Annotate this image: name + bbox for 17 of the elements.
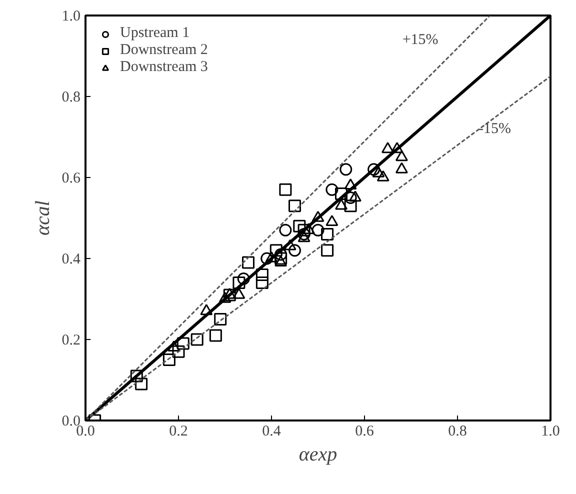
y-tick-label: 0.8	[62, 90, 80, 106]
annotation: +15%	[402, 32, 438, 48]
y-axis-title: αcal	[32, 200, 54, 236]
y-tick-label: 1.0	[62, 8, 80, 24]
y-tick-label: 0.6	[62, 170, 81, 186]
annotation: -15%	[478, 121, 511, 137]
x-axis-title: αexp	[298, 444, 338, 466]
legend-label: Downstream 3	[120, 59, 208, 76]
x-tick-label: 0.4	[262, 424, 282, 440]
y-tick-label: 0.4	[62, 252, 81, 268]
legend-label: Downstream 2	[120, 42, 208, 59]
y-tick-label: 0.2	[62, 332, 80, 348]
x-tick-label: 0.2	[169, 424, 188, 440]
legend-label: Upstream 1	[120, 25, 190, 42]
x-tick-label: 0.6	[355, 424, 374, 440]
x-tick-label: 0.8	[448, 424, 467, 440]
x-tick-label: 1.0	[541, 424, 560, 440]
